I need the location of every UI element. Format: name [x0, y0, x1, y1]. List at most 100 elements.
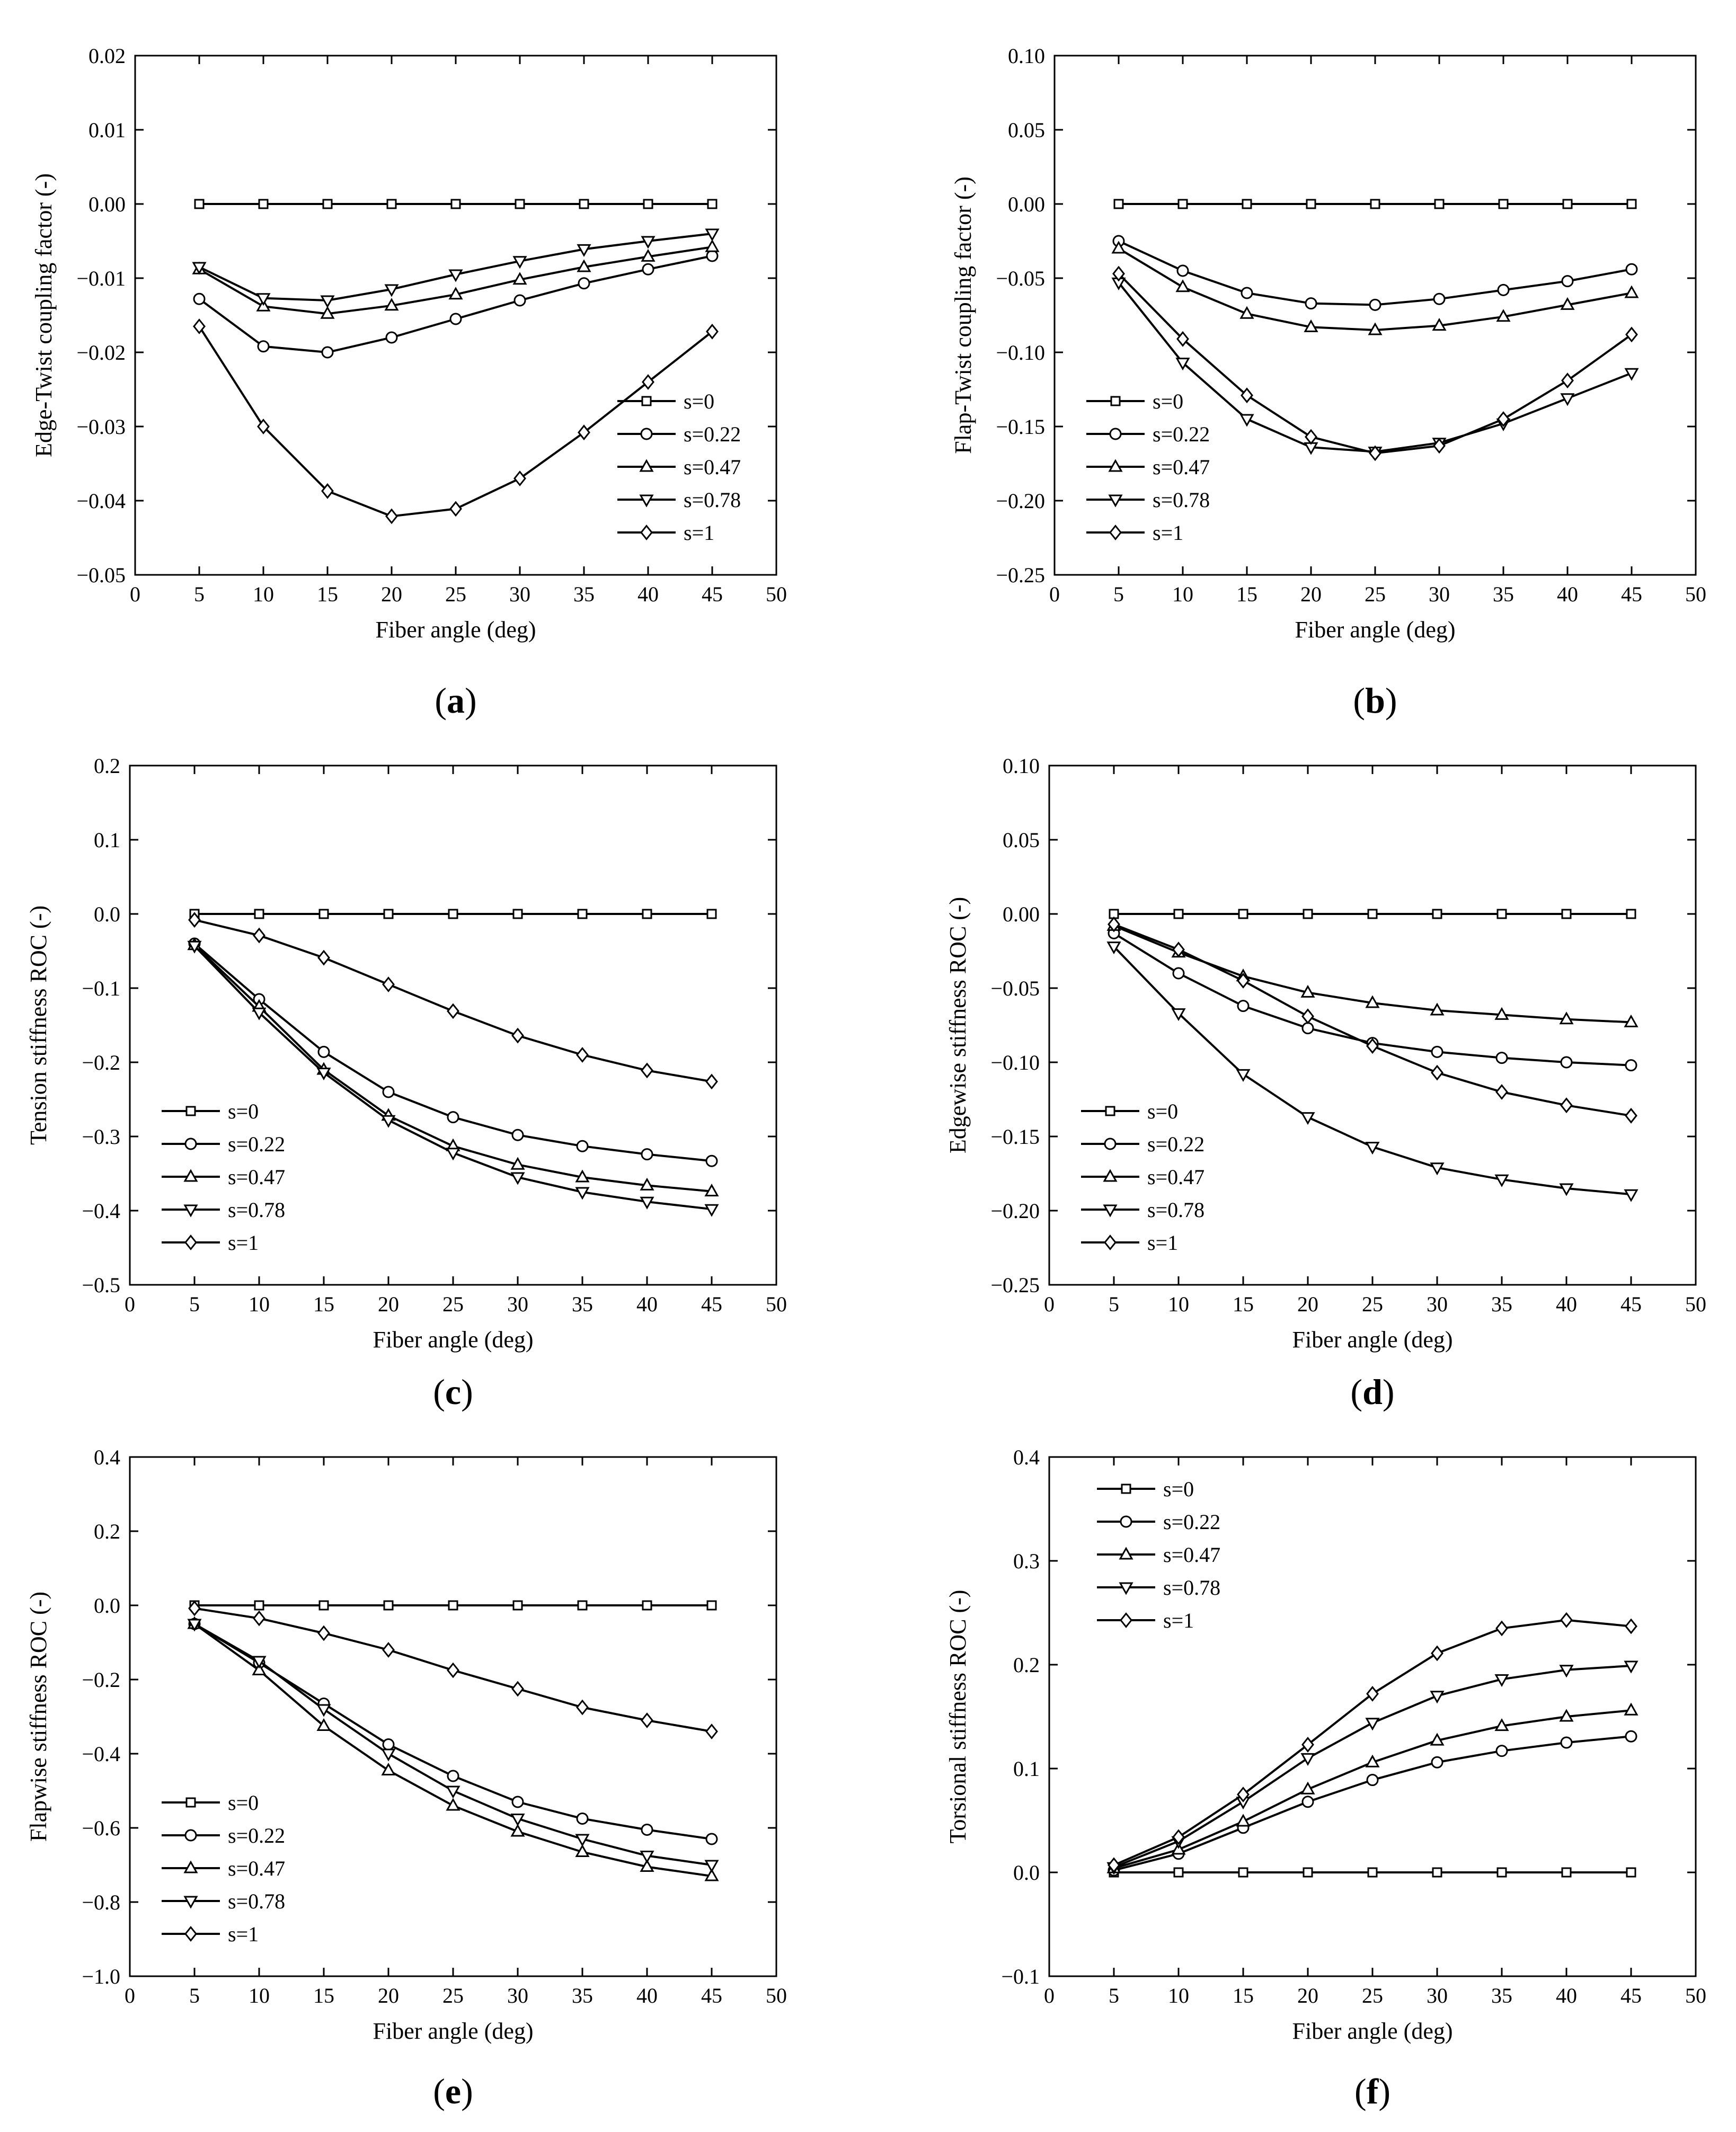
data-point: [1497, 283, 1510, 296]
y-tick-label: 0.3: [1013, 1549, 1040, 1573]
legend-label: s=0.47: [684, 455, 741, 479]
y-tick-label: −0.01: [76, 266, 126, 290]
x-axis-label: Fiber angle (deg): [1295, 617, 1456, 643]
data-point: [575, 1834, 590, 1847]
y-tick-label: −0.1: [82, 976, 120, 1000]
data-point: [1495, 1052, 1508, 1064]
data-point: [448, 287, 463, 300]
y-axis-label: Tension stiffness ROC (-): [25, 905, 51, 1145]
panel-label: (d): [1350, 1372, 1394, 1412]
plot-frame: [1048, 765, 1697, 1286]
series-line-s=1: [1113, 1619, 1632, 1867]
legend-marker: [640, 428, 653, 440]
data-point: [640, 1196, 654, 1210]
data-point: [448, 909, 458, 919]
data-point: [1305, 429, 1317, 445]
x-tick-label: 5: [189, 1292, 200, 1316]
x-tick-label: 25: [1362, 1292, 1383, 1316]
y-axis-label: Flapwise stiffness ROC (-): [25, 1592, 51, 1842]
x-tick-label: 50: [1685, 582, 1706, 606]
legend-marker: [1109, 525, 1122, 540]
x-tick-label: 45: [702, 582, 723, 606]
data-point: [641, 1824, 653, 1836]
data-point: [382, 1642, 395, 1658]
data-point: [256, 293, 271, 306]
data-point: [257, 340, 270, 353]
data-point: [1561, 1867, 1572, 1878]
x-tick-label: 45: [1621, 582, 1642, 606]
x-tick-label: 45: [701, 1292, 722, 1316]
y-tick-label: −0.1: [1001, 1965, 1040, 1988]
x-tick-label: 10: [253, 582, 274, 606]
data-point: [1431, 1645, 1443, 1662]
x-tick-label: 40: [636, 1292, 658, 1316]
legend-marker: [639, 459, 654, 472]
data-point: [447, 1111, 459, 1124]
data-point: [575, 1844, 590, 1857]
data-point: [1177, 199, 1188, 209]
data-point: [511, 1796, 524, 1808]
y-tick-label: −1.0: [82, 1965, 120, 1988]
data-point: [1369, 298, 1381, 311]
data-point: [640, 1177, 654, 1191]
x-tick-label: 10: [1172, 582, 1193, 606]
series-line-s=0.22: [193, 943, 712, 1162]
legend-label: s=0: [1163, 1477, 1194, 1501]
y-tick-label: 0.1: [1013, 1757, 1040, 1781]
x-tick-label: 10: [249, 1292, 270, 1316]
y-tick-label: −0.2: [82, 1668, 120, 1692]
data-point: [316, 1068, 331, 1081]
x-tick-label: 20: [378, 1984, 399, 2007]
data-point: [1434, 199, 1445, 209]
x-tick-label: 25: [445, 582, 466, 606]
legend-label: s=1: [228, 1922, 259, 1946]
chart-panel-f: 0 5 10 15 20 25 30 35 40 45 50 0.4 0.3 0.2 0.1 0.0 −0.1 F…: [945, 1445, 1706, 2111]
data-point: [1305, 297, 1317, 310]
y-tick-label: −0.4: [82, 1742, 120, 1766]
data-point: [576, 1699, 589, 1716]
data-point: [1237, 1000, 1250, 1012]
legend-marker: [1104, 1234, 1117, 1250]
data-point: [381, 1115, 396, 1128]
y-tick-label: 0.0: [94, 902, 120, 926]
data-point: [512, 256, 527, 269]
data-point: [1238, 909, 1248, 919]
data-point: [386, 199, 397, 209]
series-line-s=1: [1113, 923, 1632, 1117]
legend-label: s=0.78: [228, 1889, 285, 1913]
data-point: [512, 1600, 523, 1611]
data-point: [1431, 1045, 1443, 1058]
data-point: [1239, 414, 1254, 427]
legend: s=0 s=0.22 s=0.47 s=0.78 s=1: [162, 1099, 285, 1255]
legend-label: s=0: [1147, 1099, 1178, 1123]
legend: s=0 s=0.22 s=0.47 s=0.78 s=1: [1097, 1477, 1220, 1632]
data-point: [579, 199, 589, 209]
data-point: [447, 1003, 459, 1019]
legend: s=0 s=0.22 s=0.47 s=0.78 s=1: [1086, 389, 1210, 545]
data-point: [1106, 941, 1121, 955]
x-tick-label: 15: [313, 1984, 334, 2007]
y-tick-label: −0.05: [996, 266, 1045, 290]
data-point: [510, 1157, 525, 1170]
data-point: [577, 244, 591, 257]
data-point: [1365, 1718, 1380, 1731]
data-point: [1625, 326, 1638, 343]
x-tick-label: 50: [1685, 1292, 1706, 1316]
data-point: [447, 1770, 459, 1782]
data-point: [1495, 1745, 1508, 1757]
data-point: [1625, 1730, 1637, 1743]
x-tick-label: 25: [1362, 1984, 1383, 2007]
data-point: [1433, 292, 1446, 305]
data-point: [1242, 199, 1252, 209]
data-point: [1561, 909, 1572, 919]
y-tick-label: −0.04: [76, 489, 126, 513]
data-point: [1301, 1737, 1314, 1753]
data-point: [258, 199, 269, 209]
y-tick-label: −0.15: [996, 415, 1045, 439]
data-point: [317, 1625, 330, 1641]
data-point: [1301, 1008, 1314, 1025]
legend-label: s=0.47: [228, 1856, 285, 1880]
data-point: [1561, 372, 1574, 389]
data-point: [253, 1610, 265, 1627]
legend-marker: [183, 1169, 198, 1182]
